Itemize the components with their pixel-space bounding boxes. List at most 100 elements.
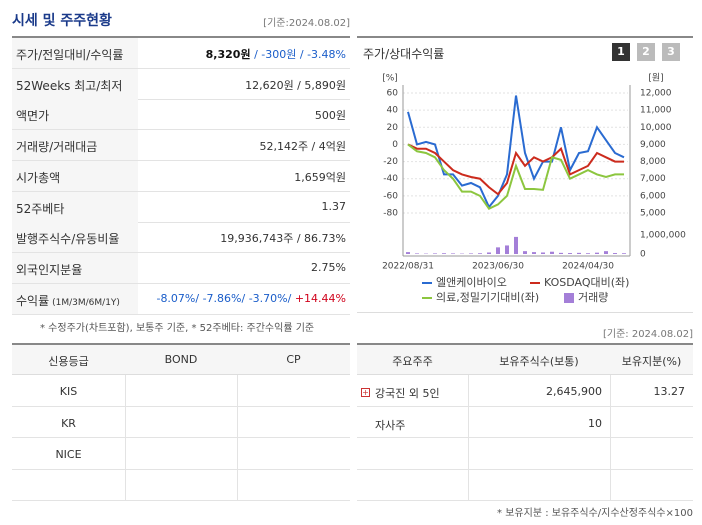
table-row	[357, 438, 693, 470]
volume-tick-label: 1,000,000	[640, 231, 686, 241]
volume-bar	[496, 247, 500, 254]
cell-border	[237, 406, 238, 438]
row-label: 외국인지분율	[12, 252, 138, 283]
table-row	[357, 407, 693, 438]
cell-border	[610, 438, 611, 469]
volume-bar	[514, 236, 518, 254]
cell-border	[237, 375, 238, 406]
y2-tick-label: 10,000	[640, 123, 672, 133]
label: 주가/전일대비/수익률	[16, 48, 124, 62]
value-part: / -300원	[250, 48, 297, 61]
y-unit: [%]	[382, 74, 398, 84]
volume-bar	[577, 252, 581, 254]
series-line	[407, 143, 624, 210]
row-value: 2.75%	[311, 261, 346, 274]
cell-border	[468, 438, 469, 469]
cell-border	[468, 469, 469, 501]
row: 액면가 500원	[12, 99, 350, 131]
volume-bar	[442, 253, 446, 254]
legend-swatch	[564, 293, 574, 303]
y2-tick-label: 9,000	[640, 140, 666, 150]
volume-bar	[568, 253, 572, 254]
volume-bar	[415, 253, 419, 254]
chart-tab[interactable]: 1	[612, 43, 630, 61]
cell-border	[610, 406, 611, 438]
label: 수익률	[16, 293, 50, 308]
cell-border	[468, 406, 469, 438]
value-part: 500원	[314, 109, 346, 123]
volume-bar	[469, 253, 473, 254]
volume-bar	[451, 253, 455, 254]
cell-border	[610, 375, 611, 406]
volume-bar	[505, 245, 509, 254]
volume-bar	[433, 253, 437, 254]
value-part: -3.70%/	[245, 291, 292, 305]
table-row	[12, 375, 350, 407]
table-row	[12, 407, 350, 438]
volume-bar	[622, 253, 626, 254]
label: 액면가	[16, 109, 50, 124]
row: 수익률 (1M/3M/6M/1Y) -8.07%/ -7.86%/ -3.70%/ …	[12, 283, 350, 315]
table-row	[12, 470, 350, 501]
row: 주가/전일대비/수익률 8,320원 / -300원 / -3.48%	[12, 38, 350, 69]
y2-tick-label: 6,000	[640, 191, 666, 201]
legend-label: 엘앤케이바이오	[436, 276, 507, 289]
value-part: 52,142주 / 4억원	[259, 140, 346, 154]
x-tick-label: 2024/04/30	[562, 262, 614, 272]
series-line	[407, 95, 625, 209]
legend-label: KOSDAQ대비(좌)	[544, 276, 629, 289]
table-cell: 13.27	[653, 385, 686, 398]
chart-tab[interactable]: 3	[662, 43, 680, 61]
y2-tick-label: 12,000	[640, 89, 672, 99]
chart-tab[interactable]: 2	[637, 43, 655, 61]
volume-bar	[550, 251, 554, 254]
row: 52주베타 1.37	[12, 191, 350, 223]
holder-footnote: * 보유지분 : 보유주식수/지수산정주식수×100	[497, 508, 693, 519]
row-value: 1,659억원	[294, 169, 346, 185]
table-row	[12, 438, 350, 470]
x-tick-label: 2023/06/30	[472, 262, 524, 272]
volume-bar	[586, 253, 590, 254]
volume-bar	[406, 252, 410, 254]
value-part: -7.86%/	[199, 291, 246, 305]
row-value: 1.37	[322, 200, 347, 213]
row-label: 52Weeks 최고/최저	[12, 68, 138, 99]
label: 발행주식수/유동비율	[16, 232, 120, 247]
label: 52주베타	[16, 201, 65, 216]
value-part: 1,659억원	[294, 170, 346, 184]
row: 거래량/거래대금 52,142주 / 4억원	[12, 130, 350, 162]
value-part: 2.75%	[311, 260, 346, 274]
value-part: -8.07%/	[156, 291, 200, 305]
table-header: CP	[286, 353, 301, 366]
volume-bar	[541, 252, 545, 254]
row: 발행주식수/유동비율 19,936,743주 / 86.73%	[12, 222, 350, 254]
table-cell: NICE	[55, 448, 82, 461]
volume-bar	[487, 252, 491, 254]
row: 외국인지분율 2.75%	[12, 252, 350, 284]
chart-title: 주가/상대수익률	[363, 47, 445, 61]
table-rule	[12, 343, 350, 345]
table-cell: KR	[61, 416, 76, 430]
y-tick-label: -60	[383, 191, 398, 201]
cell-border	[237, 438, 238, 469]
table-header-bg	[12, 345, 350, 375]
cell-border	[610, 469, 611, 501]
label: 시가총액	[16, 170, 61, 185]
value-part: 12,620원 / 5,890원	[245, 78, 346, 92]
y2-tick-label: 8,000	[640, 157, 666, 167]
expand-icon[interactable]: +	[361, 388, 370, 397]
chart-panel	[357, 36, 693, 313]
legend-label: 의료,정밀기기대비(좌)	[436, 291, 539, 304]
y2-tick-label: 11,000	[640, 106, 672, 116]
y-tick-label: 20	[387, 123, 399, 133]
volume-bar	[523, 251, 527, 254]
value-part: 1.37	[321, 199, 347, 213]
label: 52Weeks 최고/최저	[16, 78, 123, 93]
volume-bar	[595, 252, 599, 254]
row-value: 12,620원 / 5,890원	[245, 77, 346, 93]
value-part: / -3.48%	[296, 48, 346, 61]
row-value: 8,320원 / -300원 / -3.48%	[206, 46, 346, 62]
table-header-bg	[357, 345, 693, 375]
series-line	[407, 143, 624, 196]
